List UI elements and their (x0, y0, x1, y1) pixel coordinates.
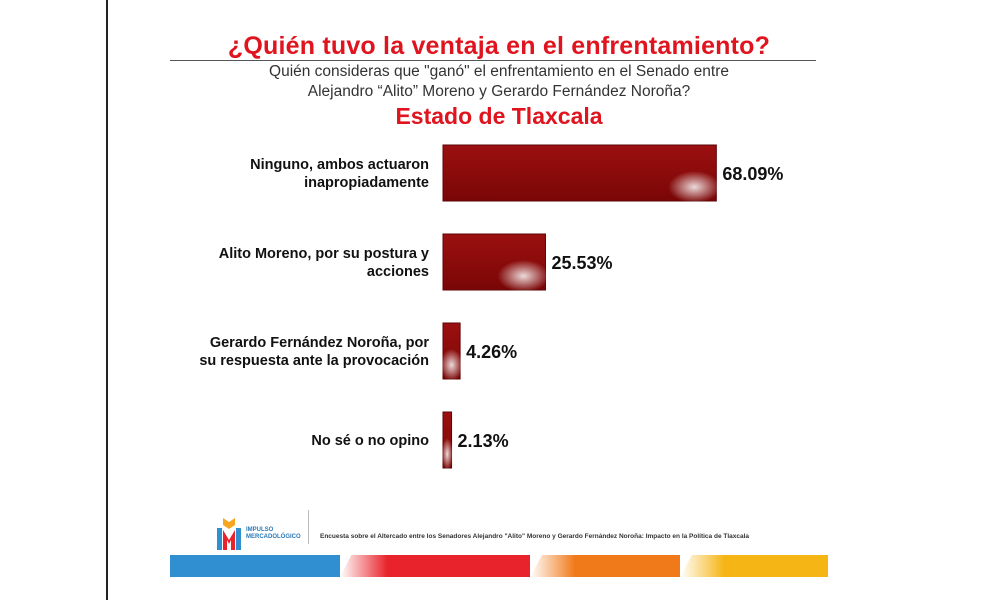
footer-divider (308, 510, 309, 544)
title-underline (170, 60, 816, 61)
category-label-2-1: su respuesta ante la provocación (199, 353, 429, 369)
category-label-1-1: acciones (367, 264, 429, 280)
footer-stripe-red (340, 555, 530, 577)
footer-note: Encuesta sobre el Altercado entre los Se… (320, 533, 750, 540)
page-border-line (106, 0, 108, 600)
bar-highlight-3 (441, 438, 453, 470)
value-label-1: 25.53% (551, 253, 612, 273)
logo-mark-icon (217, 518, 241, 550)
category-label-3-0: No sé o no opino (311, 433, 429, 449)
value-label-2: 4.26% (466, 342, 517, 362)
footer-stripe-yellow (680, 555, 828, 577)
bar-chart: Ninguno, ambos actuaron inapropiadamente 6… (199, 144, 783, 470)
chart-title: ¿Quién tuvo la ventaja en el enfrentamie… (227, 32, 771, 60)
category-label-0-0: Ninguno, ambos actuaron (250, 157, 429, 173)
bar-highlight-1 (497, 260, 550, 292)
region-heading: Estado de Tlaxcala (395, 103, 603, 129)
footer-stripe-blue (170, 555, 340, 577)
chart-subtitle: Quién consideras que "ganó" el enfrentam… (269, 63, 729, 100)
value-label-0: 68.09% (722, 164, 783, 184)
brand-logo: IMPULSO MERCADOLÓGICO (214, 516, 304, 552)
bar-highlight-2 (440, 349, 463, 381)
category-label-1-0: Alito Moreno, por su postura y (219, 246, 429, 262)
footer: IMPULSO MERCADOLÓGICO Encuesta sobre el … (170, 510, 828, 577)
value-label-3: 2.13% (458, 431, 509, 451)
logo-text: IMPULSO MERCADOLÓGICO (246, 527, 301, 540)
footer-stripe-orange (530, 555, 680, 577)
category-label-2-0: Gerardo Fernández Noroña, por (210, 335, 429, 351)
category-label-0-1: inapropiadamente (304, 175, 429, 191)
slide: ¿Quién tuvo la ventaja en el enfrentamie… (170, 30, 828, 577)
bar-highlight-0 (668, 171, 721, 203)
